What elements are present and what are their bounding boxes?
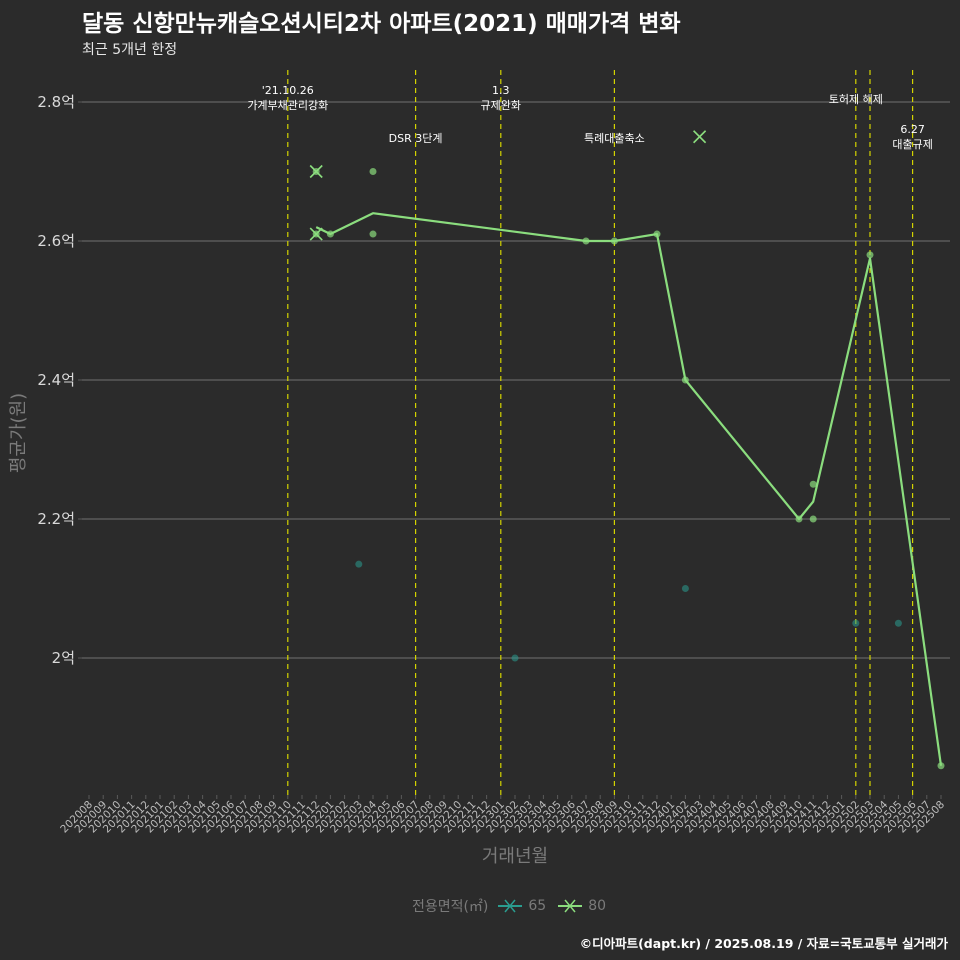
- data-point-65: [511, 654, 519, 662]
- source-caption: ©디아파트(dapt.kr) / 2025.08.19 / 자료=국토교통부 실…: [579, 936, 948, 951]
- max-marker-80: [309, 164, 323, 179]
- data-point-80: [610, 237, 618, 245]
- chart-title: 달동 신항만뉴캐슬오션시티2차 아파트(2021) 매매가격 변화: [82, 11, 681, 37]
- data-point-80: [681, 376, 689, 384]
- x-axis-ticks: 2020082020092020102020112020122021012021…: [58, 795, 947, 835]
- data-point-80: [795, 515, 803, 523]
- legend-label-80: 80: [588, 898, 607, 914]
- y-axis-label: 평균가(원): [8, 392, 29, 474]
- data-point-80: [653, 230, 661, 238]
- data-point-80: [369, 230, 377, 238]
- y-tick-label: 2.4억: [37, 371, 75, 389]
- legend-item-65: 65: [498, 896, 546, 916]
- event-label: 1.3 규제완화: [481, 84, 521, 112]
- data-point-80: [866, 251, 874, 259]
- event-label: DSR 3단계: [389, 132, 443, 145]
- data-point-80: [326, 230, 334, 238]
- series-lines: [315, 212, 943, 766]
- y-axis-ticks: 2억 2.2억 2.4억 2.6억 2.8억: [37, 93, 82, 667]
- data-point-80: [809, 515, 817, 523]
- legend: 전용면적(㎡) 65 80: [0, 896, 960, 916]
- legend-key-80-icon: [558, 899, 583, 913]
- data-point-80: [937, 762, 945, 770]
- series-points: [309, 130, 945, 770]
- event-label: 토허제 해제: [829, 92, 883, 106]
- legend-key-65-icon: [498, 899, 523, 913]
- y-tick-label: 2억: [52, 649, 75, 667]
- legend-item-80: 80: [558, 896, 606, 916]
- data-point-65: [681, 585, 689, 592]
- legend-title: 전용면적(㎡): [411, 899, 489, 915]
- data-point-65: [894, 619, 902, 627]
- event-label: '21.10.26 가계부채관리강화: [247, 84, 328, 112]
- max-marker-80: [309, 227, 323, 241]
- chart-subtitle: 최근 5개년 한정: [82, 42, 178, 58]
- event-label: 특례대출축소: [584, 132, 645, 145]
- x-axis-label: 거래년월: [481, 846, 549, 867]
- data-point-65: [355, 560, 363, 568]
- y-tick-label: 2.8억: [37, 93, 75, 111]
- y-tick-label: 2.6억: [37, 232, 75, 250]
- event-label: 6.27 대출규제: [892, 123, 932, 151]
- grid-layer: [82, 101, 950, 659]
- series-line-80: [315, 212, 943, 766]
- data-point-65: [852, 619, 860, 627]
- y-tick-label: 2.2억: [37, 510, 75, 528]
- legend-label-65: 65: [528, 898, 547, 914]
- data-point-80: [809, 480, 817, 488]
- data-point-80: [582, 237, 590, 245]
- data-point-80: [369, 168, 377, 175]
- max-marker-80: [693, 130, 707, 144]
